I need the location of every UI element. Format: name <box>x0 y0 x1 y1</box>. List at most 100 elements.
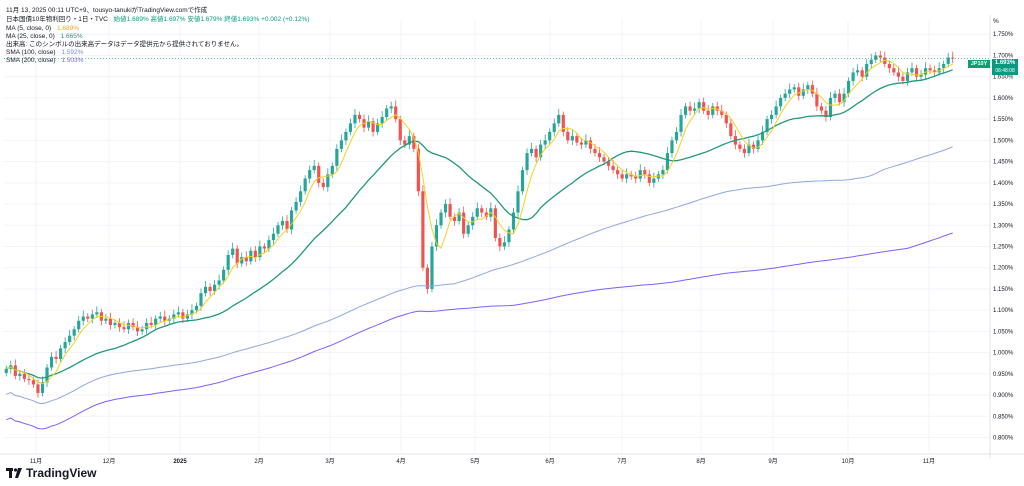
candle <box>443 204 448 213</box>
legend-ma25-value: 1.665% <box>60 33 83 40</box>
legend-sma200[interactable]: SMA (200, close) 1.503% <box>6 57 83 65</box>
candle <box>344 131 348 141</box>
candle <box>285 221 289 230</box>
y-tick-label: 1.700% <box>993 53 1014 59</box>
candle <box>172 314 176 319</box>
legend-volume-note: 出来高: このシンボルの出来高データはデータ提供元から提供されておりません。 <box>6 41 244 48</box>
candle <box>453 216 457 222</box>
candle <box>801 89 805 96</box>
tradingview-icon <box>6 468 22 478</box>
legend-ma25[interactable]: MA (25, close, 0) 1.665% <box>6 33 83 41</box>
candle <box>149 322 153 326</box>
candle <box>145 322 149 330</box>
candle <box>502 242 506 247</box>
candle <box>878 55 882 58</box>
candle <box>54 356 58 359</box>
legend-sma100[interactable]: SMA (100, close) 1.592% <box>6 49 83 57</box>
sma200-line <box>6 232 953 430</box>
candle <box>163 316 167 321</box>
candle <box>788 89 792 94</box>
candle <box>783 93 787 98</box>
candle <box>398 119 402 141</box>
y-tick-label: 1.300% <box>993 223 1014 229</box>
legend-volume[interactable]: 出来高: このシンボルの出来高データはデータ提供元から提供されておりません。 <box>6 41 243 49</box>
y-tick-label: 1.400% <box>993 181 1014 187</box>
candle <box>892 68 896 73</box>
x-tick-label: 9月 <box>768 458 777 465</box>
candle <box>136 327 140 332</box>
candle <box>90 314 94 319</box>
legend-ma5-label: MA (5, close, 0) <box>6 25 52 32</box>
candle <box>276 225 280 234</box>
candle <box>154 318 158 326</box>
sma100-line <box>6 146 953 405</box>
y-tick-label: 1.450% <box>993 160 1014 166</box>
candle <box>498 238 502 247</box>
candle <box>901 76 905 81</box>
candle <box>253 250 257 258</box>
x-tick-label: 5月 <box>470 458 479 465</box>
ma25-line <box>6 69 953 379</box>
candle <box>394 106 398 120</box>
y-tick-label: 1.050% <box>993 329 1014 335</box>
candle <box>376 123 380 132</box>
candle <box>493 208 497 238</box>
candle <box>235 248 239 264</box>
candle <box>810 85 814 94</box>
candle <box>271 233 276 241</box>
candle <box>819 106 823 111</box>
candle <box>575 136 579 143</box>
candle <box>267 240 271 249</box>
candle <box>634 176 638 179</box>
candle <box>312 165 316 171</box>
y-tick-label: 1.350% <box>993 202 1014 208</box>
candle <box>181 312 185 319</box>
candle <box>534 148 538 158</box>
candle <box>27 378 31 381</box>
candle <box>289 210 294 230</box>
candle <box>652 178 656 183</box>
chart-timestamp: 11月 13, 2025 00:11 UTC+9、tousyo-tanukiがT… <box>6 7 208 14</box>
candle <box>131 322 135 328</box>
legend-ma5[interactable]: MA (5, close, 0) 1.689% <box>6 25 79 33</box>
candle <box>462 212 466 234</box>
candle <box>919 74 923 77</box>
candle <box>756 140 760 149</box>
candle <box>86 316 90 319</box>
candle <box>833 93 837 98</box>
tradingview-logo[interactable]: TradingView <box>6 466 96 480</box>
candle <box>471 216 475 226</box>
y-tick-label: 0.900% <box>993 393 1014 399</box>
candle <box>194 305 199 311</box>
x-tick-label: 8月 <box>696 458 705 465</box>
candle <box>683 106 688 115</box>
candle <box>59 348 63 359</box>
candle <box>851 72 855 81</box>
symbol-line[interactable]: 日本国債10年物利回り・1日・TVC 始値1.689% 高値1.697% 安値1… <box>6 16 310 24</box>
candle <box>856 70 860 73</box>
candle <box>597 153 602 158</box>
candle <box>520 170 525 192</box>
candle <box>466 225 470 234</box>
legend-ma25-label: MA (25, close, 0) <box>6 33 55 40</box>
candle <box>738 144 742 149</box>
candle <box>326 174 330 188</box>
candle <box>593 148 597 154</box>
candle <box>425 267 430 289</box>
candle <box>366 121 371 128</box>
candle <box>36 384 40 393</box>
candle <box>72 329 76 336</box>
candle <box>412 136 416 149</box>
candle <box>4 368 8 373</box>
candle <box>45 367 49 383</box>
y-tick-label: 1.550% <box>993 117 1014 123</box>
candle <box>104 318 108 321</box>
candle <box>294 201 298 211</box>
x-tick-label: 6月 <box>545 458 554 465</box>
candle <box>357 114 362 120</box>
candle <box>846 80 851 94</box>
candle <box>113 322 117 326</box>
y-tick-label: 0.850% <box>993 414 1014 420</box>
candle <box>602 157 606 162</box>
